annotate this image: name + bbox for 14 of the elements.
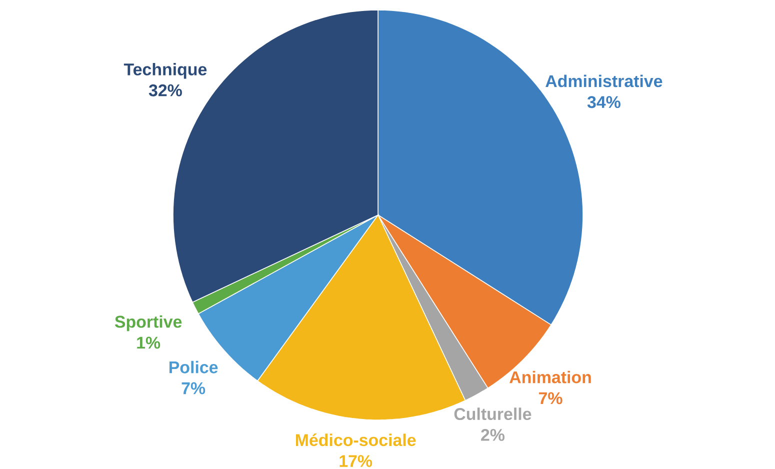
data-label: 32% bbox=[148, 84, 182, 96]
slice-label: Médico-sociale bbox=[296, 434, 416, 446]
data-label: 1% bbox=[137, 336, 160, 349]
data-label: 7% bbox=[182, 382, 206, 394]
slice-label: Sportive bbox=[114, 315, 182, 332]
slice-label: Technique bbox=[124, 62, 207, 79]
data-label: 7% bbox=[539, 392, 562, 404]
slice-label: Administrative bbox=[546, 74, 662, 88]
slice-label: Police bbox=[170, 360, 218, 374]
slice-label: Culturelle bbox=[454, 408, 532, 420]
data-label: 34% bbox=[587, 96, 620, 108]
data-label: 17% bbox=[340, 455, 372, 467]
slice-label: Animation bbox=[510, 370, 591, 384]
data-label: 2% bbox=[481, 428, 504, 441]
